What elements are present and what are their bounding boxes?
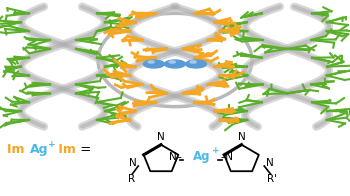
Circle shape <box>144 60 164 68</box>
Circle shape <box>169 61 175 63</box>
Text: N: N <box>157 132 165 142</box>
Text: Ag: Ag <box>193 150 210 163</box>
Text: N: N <box>129 158 137 168</box>
Text: N–: N– <box>169 152 182 162</box>
Text: Im: Im <box>54 143 76 156</box>
Circle shape <box>148 61 154 63</box>
Text: =: = <box>76 143 92 156</box>
Text: +: + <box>212 146 220 155</box>
Circle shape <box>164 60 186 68</box>
Text: Ag: Ag <box>30 143 48 156</box>
Text: +: + <box>48 140 56 149</box>
Text: N: N <box>238 132 245 142</box>
Circle shape <box>186 60 206 68</box>
Text: N: N <box>266 158 273 168</box>
Text: –N: –N <box>220 152 233 162</box>
Text: R: R <box>128 174 135 184</box>
Text: Im: Im <box>7 143 29 156</box>
Text: R': R' <box>267 174 277 184</box>
Circle shape <box>190 61 196 63</box>
